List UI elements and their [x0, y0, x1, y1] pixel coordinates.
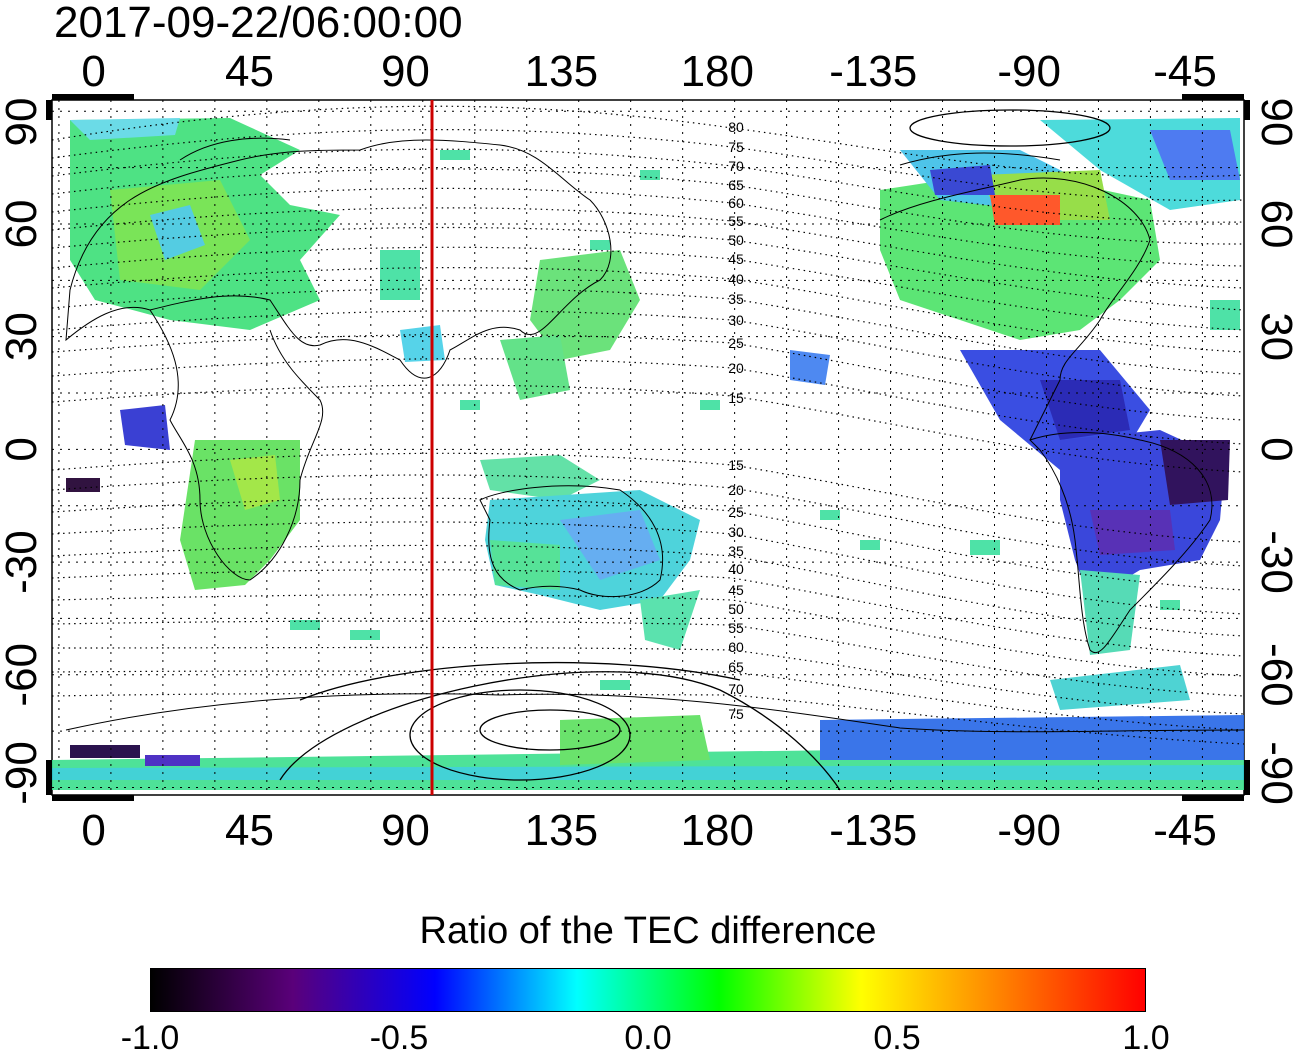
mlat-label-north: 75: [728, 139, 744, 155]
lat-tick-right: 0: [1252, 437, 1296, 461]
lat-tick-right: 90: [1252, 98, 1296, 147]
lat-tick-right: 30: [1252, 312, 1296, 361]
lat-tick-left: -60: [0, 643, 46, 707]
mlat-label-north: 50: [728, 232, 744, 248]
colorbar-tick-label: 0.5: [873, 1019, 921, 1057]
longitude-labels-top: 0 45 90 135 180 -135 -90 -45: [81, 47, 1217, 96]
lon-tick-bottom: 45: [225, 806, 274, 855]
lat-tick-right: -90: [1252, 741, 1296, 805]
lon-tick-bottom: -90: [997, 806, 1061, 855]
colorbar-tick-label: -0.5: [369, 1019, 429, 1057]
colorbar-tick-label: 0.0: [624, 1019, 672, 1057]
lat-tick-left: -30: [0, 530, 46, 594]
mlat-label-north: 45: [728, 251, 744, 267]
mlat-label-north: 15: [728, 390, 744, 406]
lon-tick-top: -90: [997, 47, 1061, 96]
mlat-label-south: 55: [728, 620, 744, 636]
axis-edge-bars: [46, 94, 1250, 801]
mlat-label-south: 75: [728, 706, 744, 722]
mlat-label-north: 55: [728, 213, 744, 229]
mlat-label-north: 80: [728, 119, 744, 135]
lat-tick-left: -90: [0, 741, 46, 805]
mlat-labels-south: 15 20 25 30 35 40 45 50 55 60 65 70 75: [728, 457, 744, 722]
lon-tick-top: 0: [81, 47, 105, 96]
lon-tick-bottom: 90: [381, 806, 430, 855]
mlat-label-south: 40: [728, 561, 744, 577]
lat-tick-left: 60: [0, 199, 46, 248]
mlat-label-north: 35: [728, 291, 744, 307]
solid-contours: [279, 109, 1111, 791]
mlat-label-south: 65: [728, 659, 744, 675]
latitude-labels-right: 90 60 30 0 -30 -60 -90: [1252, 98, 1296, 805]
lat-tick-left: 30: [0, 312, 46, 361]
mlat-label-south: 70: [728, 681, 744, 697]
coastlines: [65, 137, 1244, 733]
lon-tick-top: -135: [829, 47, 917, 96]
lat-tick-right: -60: [1252, 643, 1296, 707]
mlat-label-south: 15: [728, 457, 744, 473]
mlat-label-north: 30: [728, 312, 744, 328]
lat-tick-left: 90: [0, 98, 46, 147]
mlat-label-south: 45: [728, 582, 744, 598]
lat-tick-right: -30: [1252, 530, 1296, 594]
mlat-label-north: 25: [728, 335, 744, 351]
mlat-label-north: 70: [728, 158, 744, 174]
mlat-label-north: 40: [728, 271, 744, 287]
colorbar: [150, 968, 1146, 1012]
lon-tick-bottom: 0: [81, 806, 105, 855]
mlat-label-north: 20: [728, 360, 744, 376]
colorbar-title: Ratio of the TEC difference: [419, 910, 877, 952]
lon-tick-bottom: 135: [525, 806, 598, 855]
lon-tick-top: 180: [681, 47, 754, 96]
mlat-labels-north: 80 75 70 65 60 55 50 45 40 35 30 25 20 15: [728, 119, 744, 406]
lon-tick-top: -45: [1153, 47, 1217, 96]
mlat-label-south: 25: [728, 504, 744, 520]
mlat-label-south: 20: [728, 482, 744, 498]
mlat-label-north: 60: [728, 195, 744, 211]
lon-tick-top: 45: [225, 47, 274, 96]
mlat-label-south: 60: [728, 639, 744, 655]
mlat-label-north: 65: [728, 177, 744, 193]
colorbar-tick-label: -1.0: [120, 1019, 180, 1057]
lon-tick-top: 135: [525, 47, 598, 96]
longitude-labels-bottom: 0 45 90 135 180 -135 -90 -45: [81, 806, 1217, 855]
lon-tick-top: 90: [381, 47, 430, 96]
lon-tick-bottom: -135: [829, 806, 917, 855]
lat-tick-right: 60: [1252, 199, 1296, 248]
mlat-label-south: 35: [728, 543, 744, 559]
magnetic-latitude-contours: [52, 105, 1244, 745]
map-timestamp: 2017-09-22/06:00:00: [54, 0, 463, 47]
mlat-label-south: 30: [728, 524, 744, 540]
colorbar-tick-label: 1.0: [1122, 1019, 1170, 1057]
lat-tick-left: 0: [0, 437, 46, 461]
mlat-label-south: 50: [728, 601, 744, 617]
lon-tick-bottom: -45: [1153, 806, 1217, 855]
latitude-labels-left: 90 60 30 0 -30 -60 -90: [0, 98, 46, 805]
lon-tick-bottom: 180: [681, 806, 754, 855]
